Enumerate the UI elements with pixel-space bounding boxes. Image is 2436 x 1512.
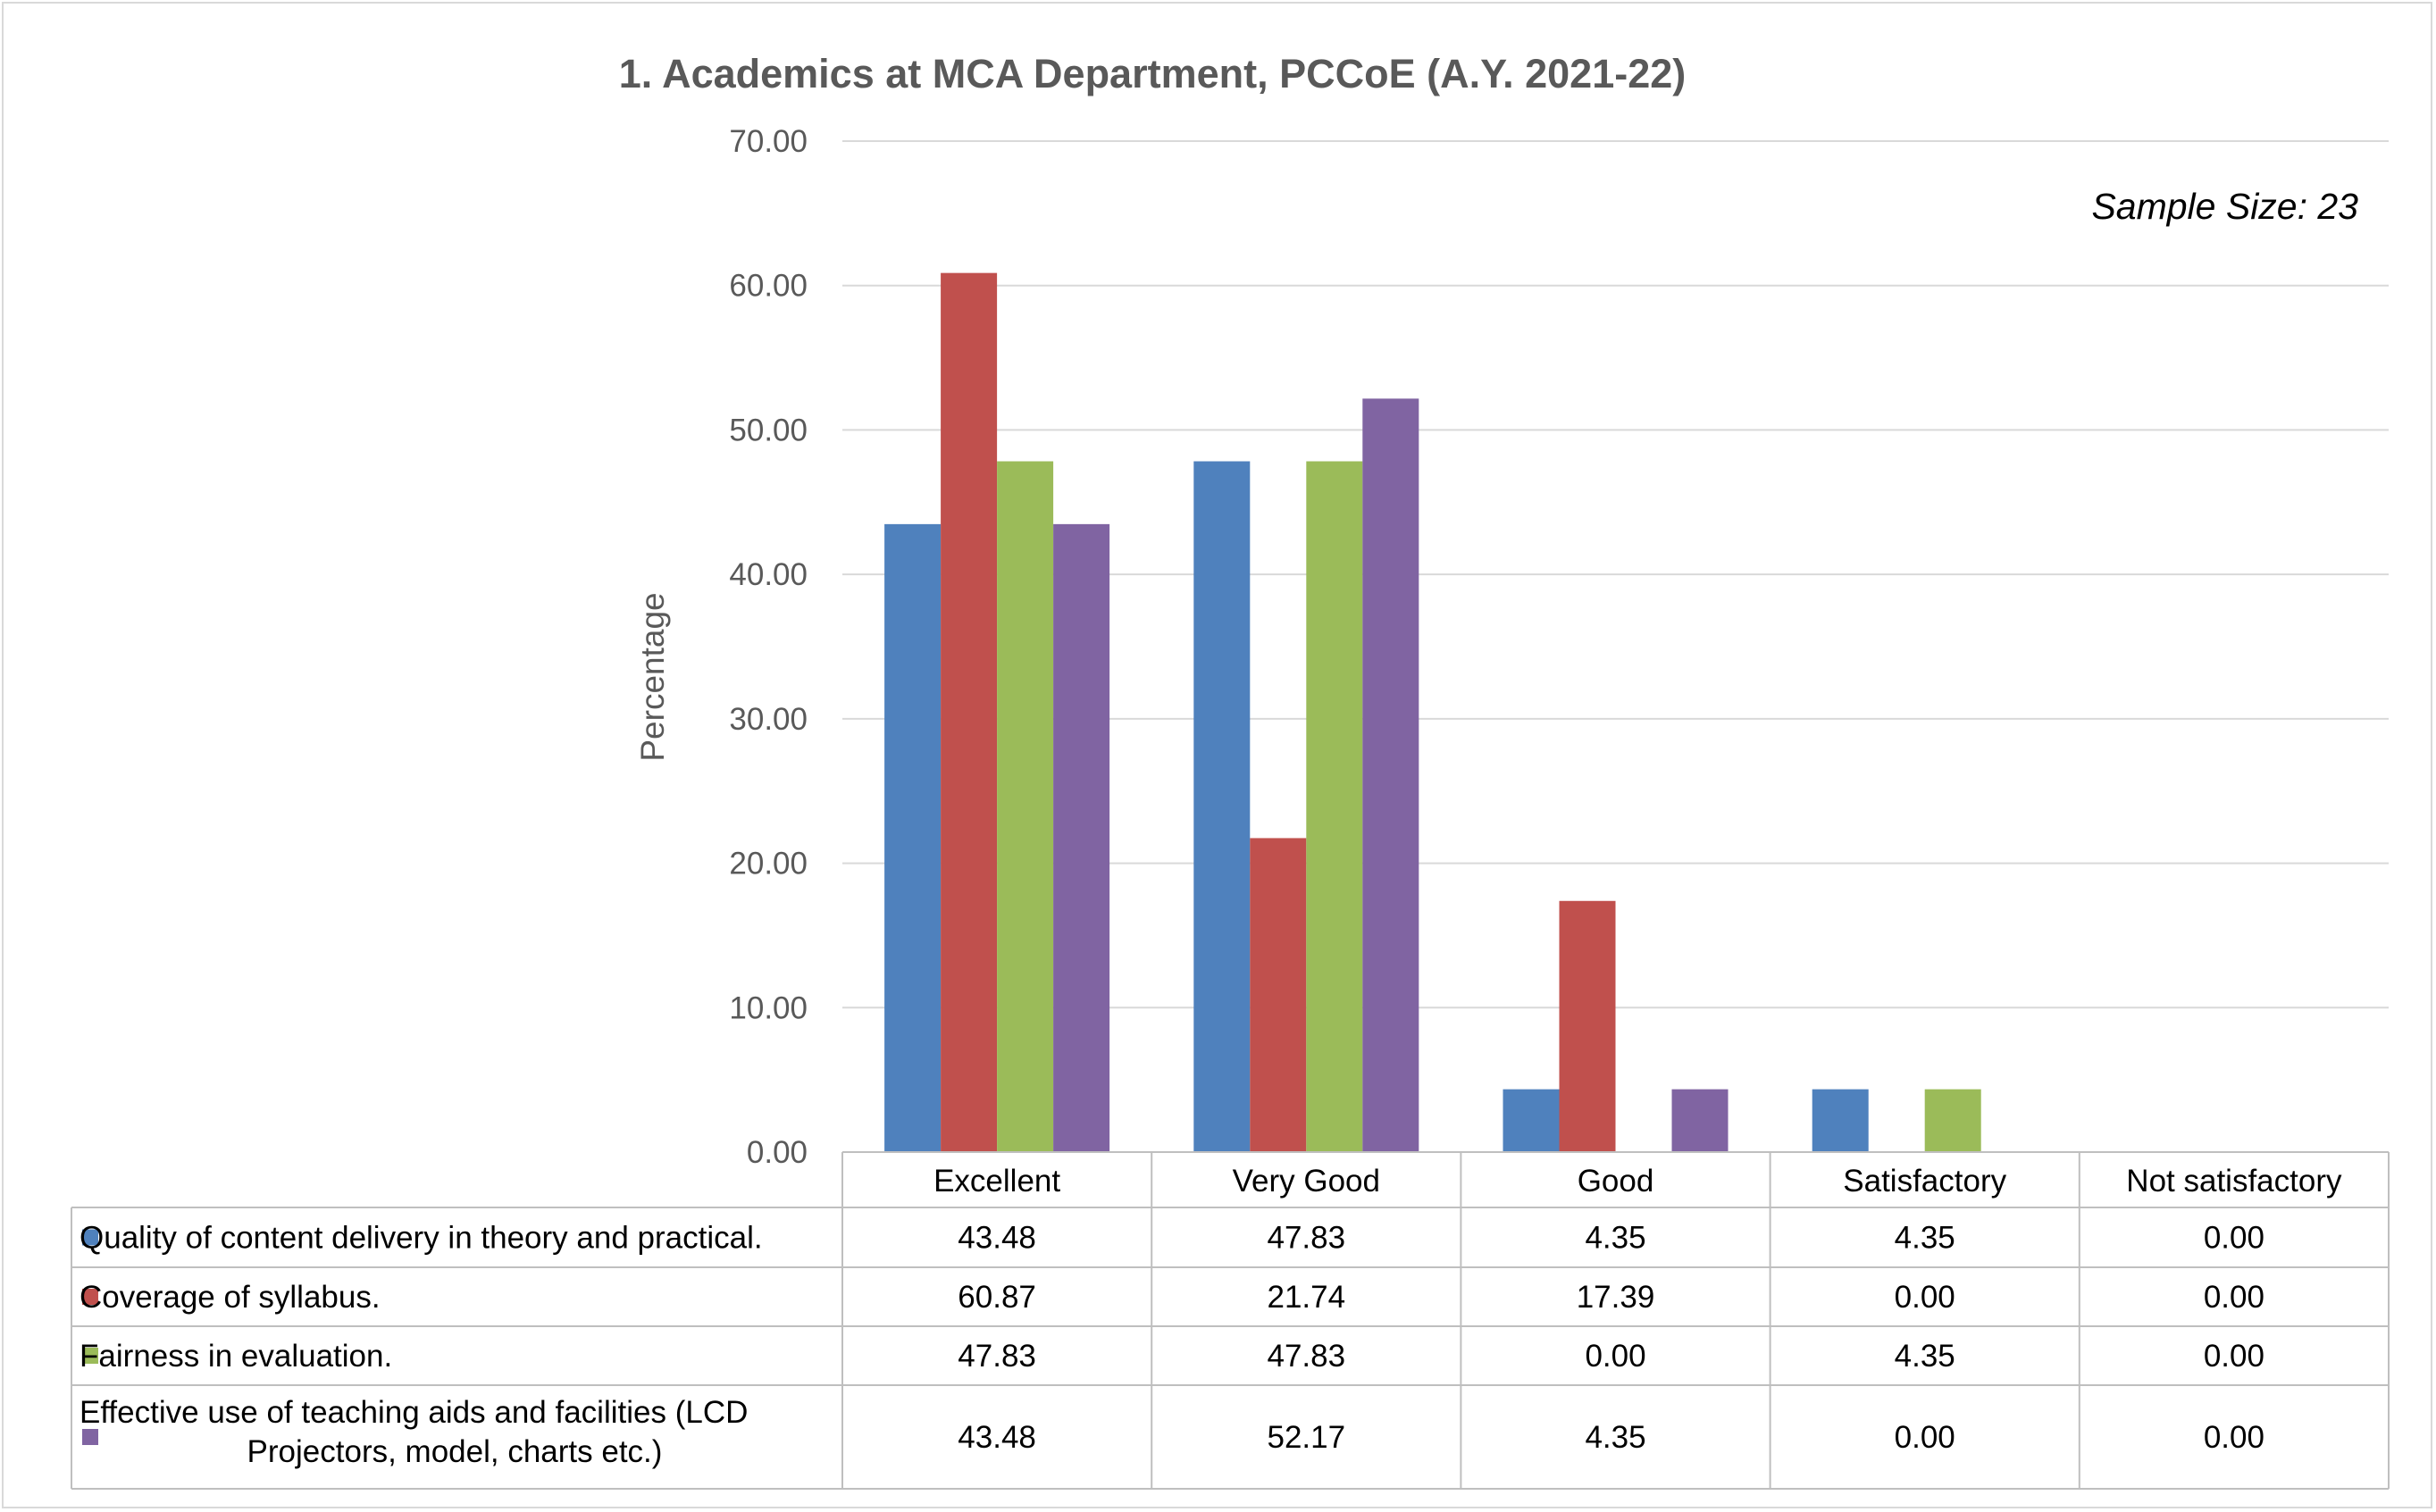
series-name: Fairness in evaluation. [80,1339,392,1374]
bar-1-very-good [1193,461,1251,1152]
series-name: Effective use of teaching aids and facil… [80,1395,748,1430]
table-cell-value: 4.35 [1895,1221,1955,1256]
bar-3-satisfactory [1924,1089,1981,1152]
table-cell-value: 0.00 [2204,1280,2264,1315]
legend-key-3 [82,1348,98,1364]
y-tick-label: 30.00 [729,702,808,737]
table-cell-value: 4.35 [1895,1339,1955,1374]
table-cell-value: 0.00 [2204,1420,2264,1455]
y-axis-ticks: 0.00 10.00 20.00 30.00 40.00 50.00 60.00 70.00 [729,124,808,1170]
table-cell-value: 47.83 [958,1339,1036,1374]
y-tick-label: 40.00 [729,557,808,592]
table-cell-value: 43.48 [958,1420,1036,1455]
bars [884,272,1981,1153]
table-cell-value: 0.00 [1585,1339,1645,1374]
y-tick-label: 60.00 [729,269,808,304]
y-axis-title: Percentage [634,592,671,761]
table-cell-value: 4.35 [1585,1420,1645,1455]
chart-title: 1. Academics at MCA Department, PCCoE (A… [619,51,1687,96]
bar-3-very-good [1306,461,1363,1152]
bar-2-excellent [941,272,998,1152]
x-category-label: Not satisfactory [2126,1164,2342,1199]
legend-key-2 [82,1289,98,1305]
table-cell-value: 4.35 [1585,1221,1645,1256]
x-category-label: Satisfactory [1843,1164,2006,1199]
sample-size-annotation: Sample Size: 23 [2091,186,2358,227]
y-tick-label: 50.00 [729,413,808,447]
data-table: Excellent Very Good Good Satisfactory Not sa… [71,1151,2390,1490]
bar-4-excellent [1053,523,1110,1152]
bar-2-good [1559,900,1616,1152]
bar-1-good [1503,1089,1560,1152]
y-tick-label: 0.00 [747,1135,808,1170]
bar-1-satisfactory [1812,1089,1869,1152]
series-name: Projectors, model, charts etc.) [247,1434,663,1469]
series-name: Coverage of syllabus. [80,1280,381,1315]
bar-3-excellent [997,461,1054,1152]
bar-2-very-good [1250,838,1307,1152]
bar-1-excellent [884,523,942,1152]
table-cell-value: 21.74 [1268,1280,1346,1315]
bar-4-very-good [1362,398,1419,1153]
table-cell-value: 17.39 [1577,1280,1655,1315]
x-category-label: Good [1578,1164,1654,1199]
legend-key-1 [82,1229,98,1246]
table-cell-value: 60.87 [958,1280,1036,1315]
table-cell-value: 0.00 [1895,1420,1955,1455]
table-cell-value: 43.48 [958,1221,1036,1256]
table-cell-value: 0.00 [2204,1339,2264,1374]
table-cell-value: 47.83 [1268,1221,1346,1256]
y-tick-label: 10.00 [729,990,808,1025]
table-cell-value: 0.00 [2204,1221,2264,1256]
y-tick-label: 20.00 [729,847,808,881]
series-name: Quality of content delivery in theory an… [80,1221,763,1256]
y-tick-label: 70.00 [729,124,808,159]
table-cell-value: 0.00 [1895,1280,1955,1315]
x-category-label: Excellent [933,1164,1060,1199]
x-category-label: Very Good [1233,1164,1380,1199]
table-cell-value: 47.83 [1268,1339,1346,1374]
bar-4-good [1671,1089,1729,1152]
legend-key-4 [82,1429,98,1445]
table-cell-value: 52.17 [1268,1420,1346,1455]
